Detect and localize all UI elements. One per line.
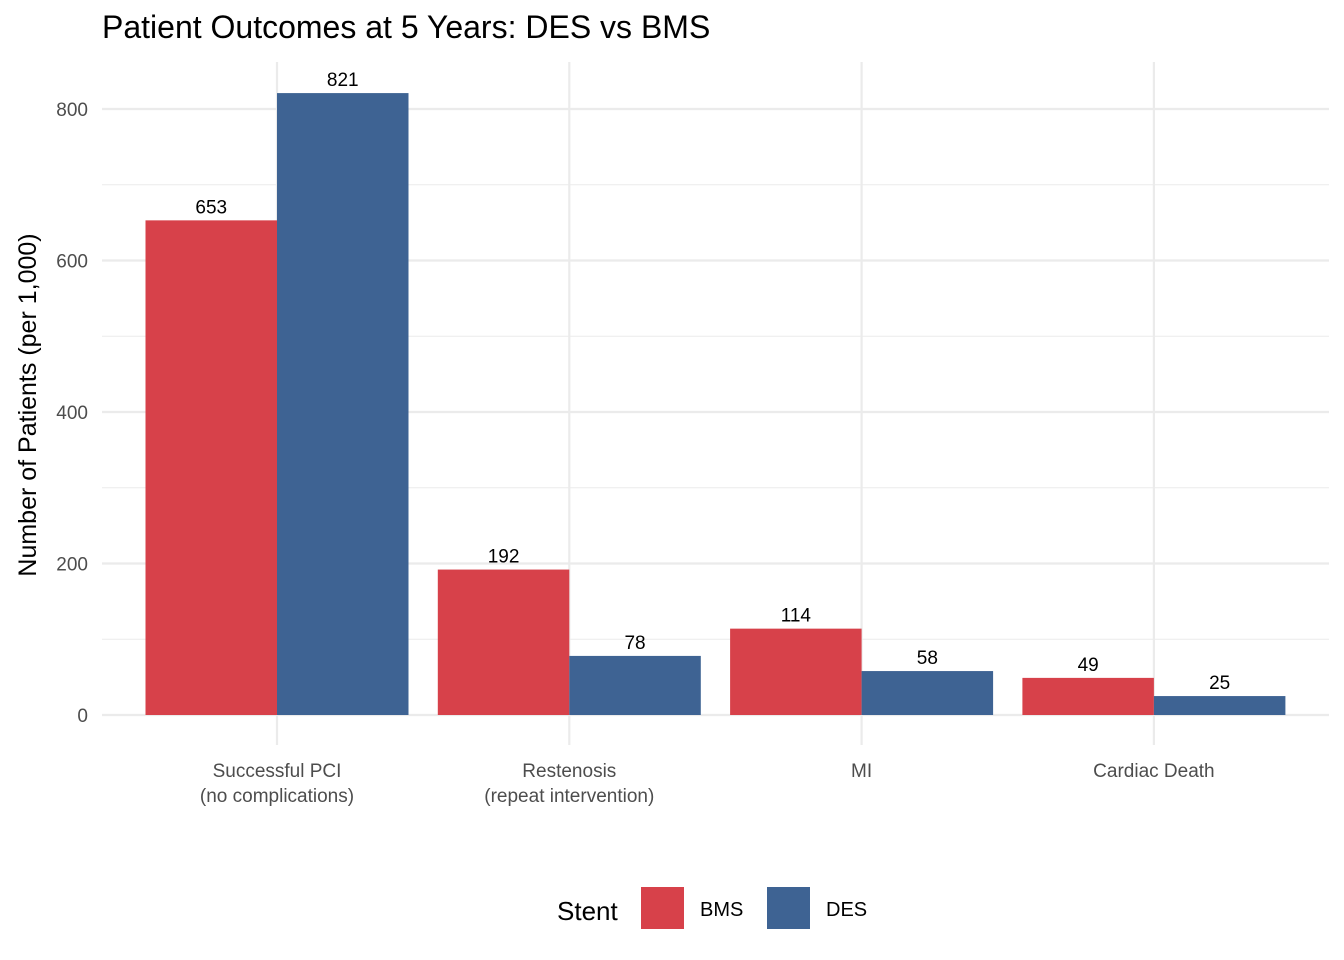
bar-bms-0 <box>145 220 277 716</box>
data-label-bms: 653 <box>195 197 227 218</box>
bars <box>145 93 1286 716</box>
legend-label-bms: BMS <box>700 899 743 921</box>
bar-bms-1 <box>437 569 570 715</box>
x-tick-label-line: Cardiac Death <box>1093 761 1214 782</box>
legend-key-bms <box>641 887 684 929</box>
x-tick-label-line: MI <box>851 761 872 782</box>
data-label-des: 821 <box>327 70 359 91</box>
x-tick-label: Successful PCI (no complications) <box>200 761 354 807</box>
x-tick-label-line: (no complications) <box>200 786 354 807</box>
y-axis-ticks: 0 200 400 600 800 <box>56 100 88 727</box>
bar-des-2 <box>861 671 994 715</box>
data-label-bms: 49 <box>1078 655 1099 676</box>
x-tick-label: Cardiac Death <box>1093 761 1214 782</box>
x-tick-label-line: (repeat intervention) <box>484 786 654 807</box>
bar-bms-2 <box>730 628 862 715</box>
chart-title: Patient Outcomes at 5 Years: DES vs BMS <box>102 9 710 45</box>
legend: Stent BMS DES <box>557 887 867 929</box>
x-tick-label-line: Successful PCI <box>213 761 342 782</box>
bar-des-0 <box>277 93 409 715</box>
data-label-bms: 192 <box>488 547 520 568</box>
y-tick-label: 400 <box>56 403 88 424</box>
legend-key-des <box>767 887 810 929</box>
y-axis-label: Number of Patients (per 1,000) <box>14 233 42 576</box>
data-label-des: 25 <box>1209 673 1230 694</box>
y-tick-label: 600 <box>56 252 88 273</box>
data-label-bms: 114 <box>781 606 812 627</box>
x-axis-ticks: Successful PCI (no complications) Restenos… <box>200 761 1215 807</box>
bar-bms-3 <box>1022 677 1154 715</box>
x-tick-label: MI <box>851 761 872 782</box>
data-labels: 653 821 192 78 114 58 49 25 <box>195 70 1230 694</box>
x-tick-label-line: Restenosis <box>522 761 616 782</box>
bar-des-3 <box>1153 696 1286 715</box>
x-tick-label: Restenosis (repeat intervention) <box>484 761 654 807</box>
legend-label-des: DES <box>826 899 867 921</box>
data-label-des: 58 <box>917 648 938 669</box>
y-tick-label: 0 <box>77 706 88 727</box>
y-tick-label: 200 <box>56 555 88 576</box>
legend-title: Stent <box>557 896 618 926</box>
data-label-des: 78 <box>624 633 645 654</box>
bar-des-1 <box>569 655 701 715</box>
y-tick-label: 800 <box>56 100 88 121</box>
